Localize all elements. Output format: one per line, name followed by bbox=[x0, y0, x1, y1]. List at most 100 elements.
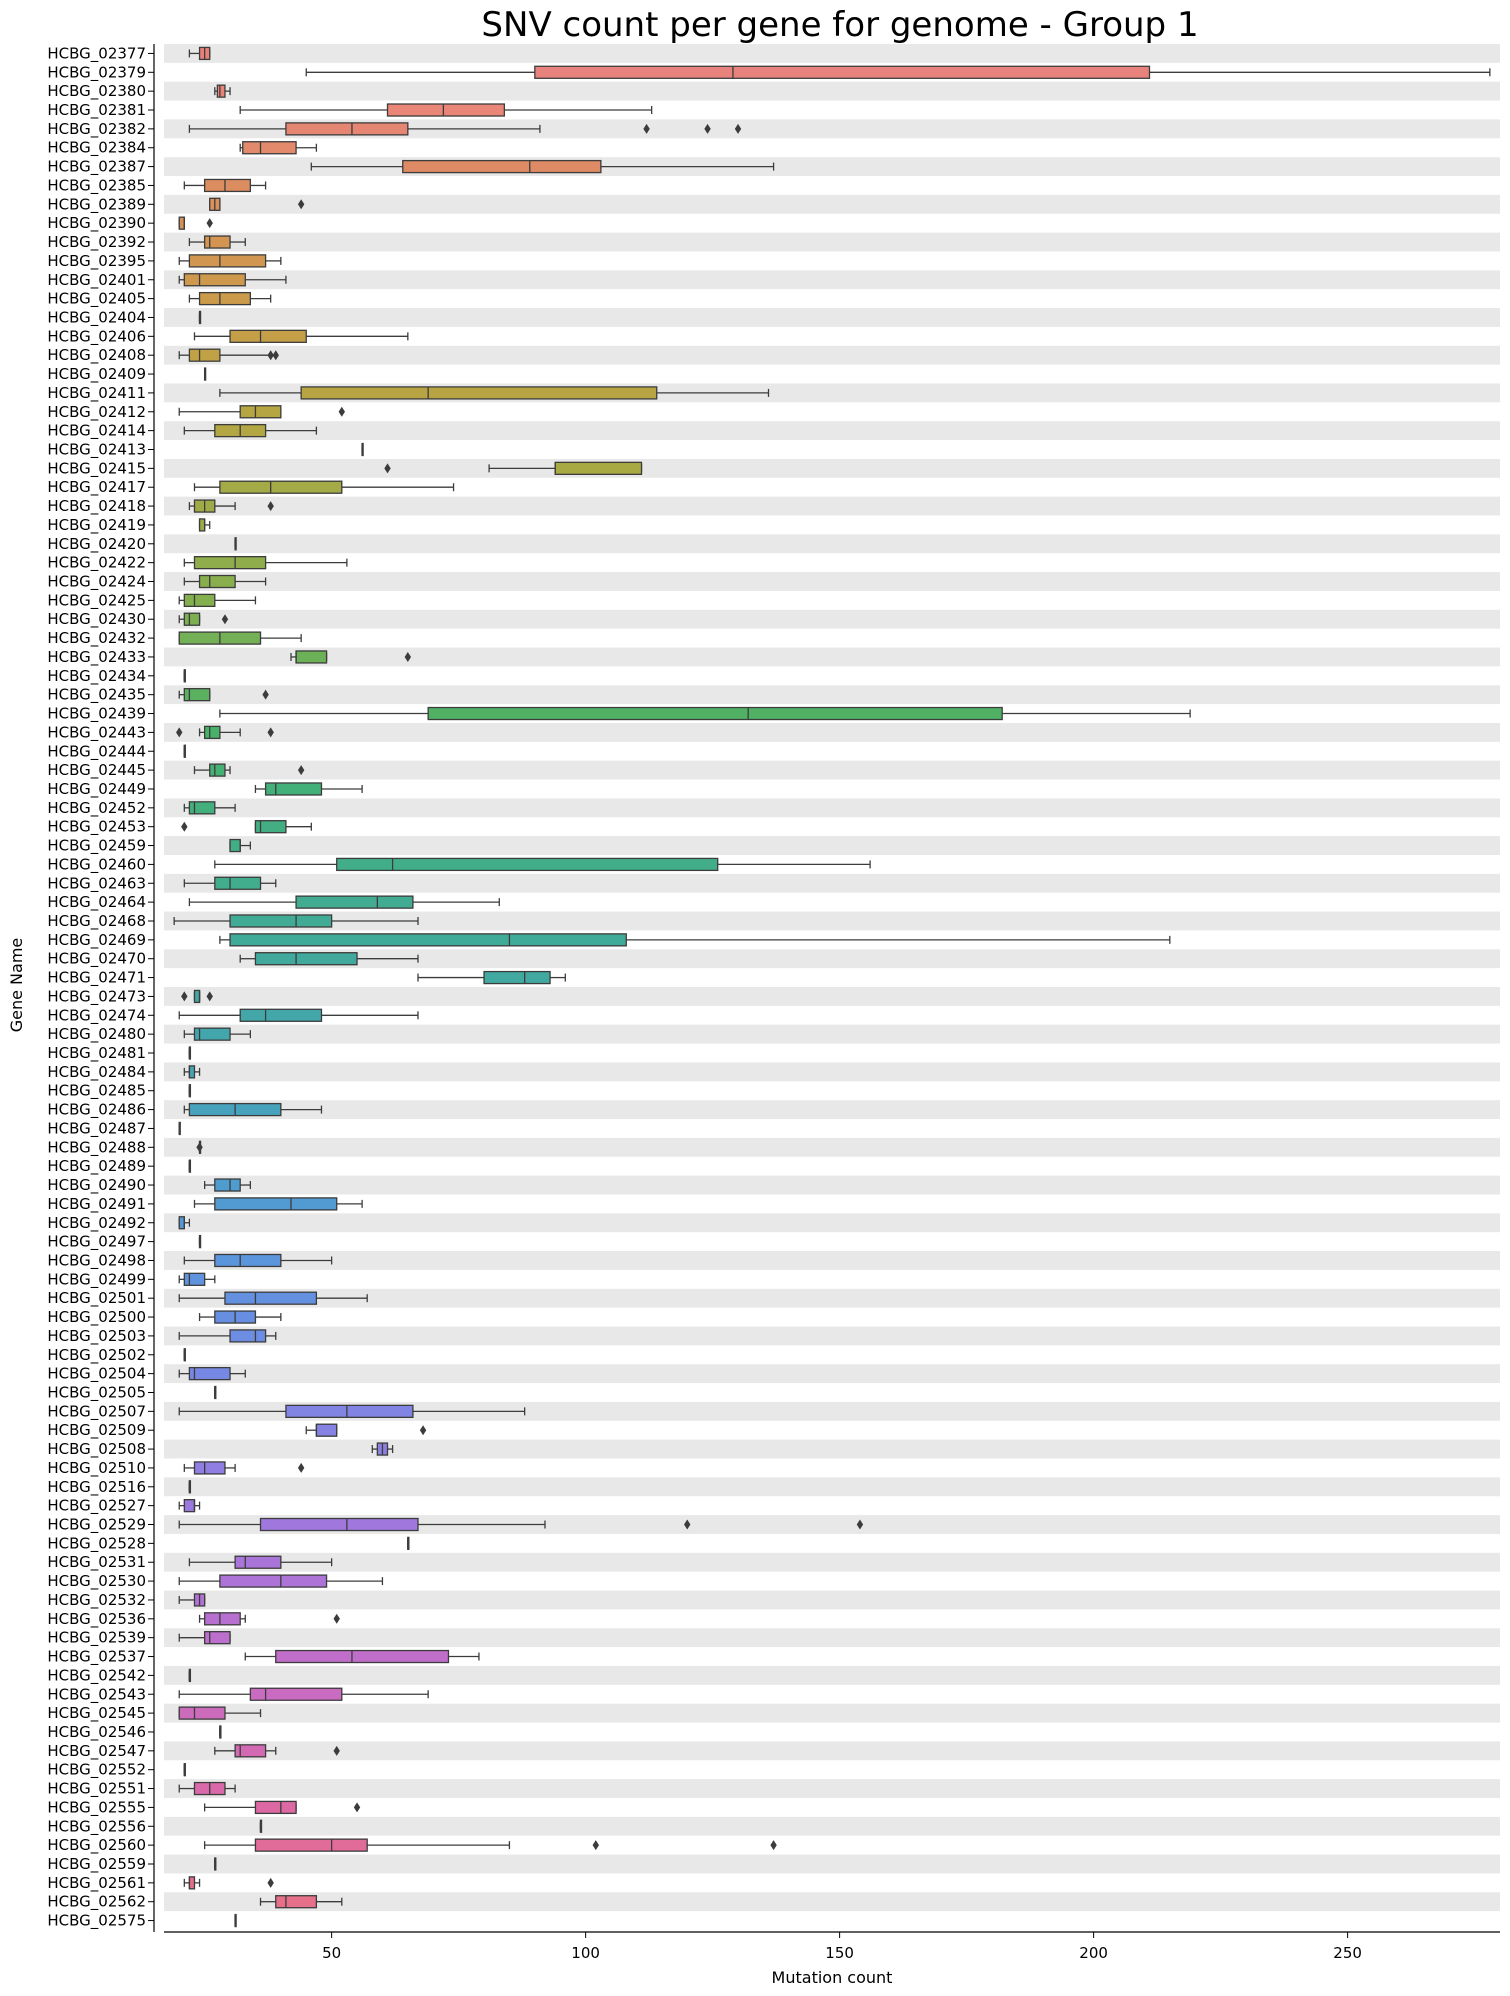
box-HCBG_02542 bbox=[188, 1668, 192, 1683]
gene-label: HCBG_02470 bbox=[47, 950, 146, 969]
row-band bbox=[164, 345, 1500, 365]
box-HCBG_02499 bbox=[178, 1272, 216, 1286]
outlier-point bbox=[419, 1425, 427, 1436]
outlier-point bbox=[297, 1462, 305, 1473]
box-iqr bbox=[242, 141, 297, 155]
box-HCBG_02488 bbox=[196, 1140, 203, 1154]
row-band bbox=[164, 1401, 1500, 1421]
row-band bbox=[164, 44, 1500, 63]
gene-label: HCBG_02487 bbox=[47, 1119, 146, 1138]
box-HCBG_02546 bbox=[219, 1725, 222, 1739]
box-iqr bbox=[193, 1027, 231, 1041]
box-iqr bbox=[193, 989, 201, 1004]
box-HCBG_02507 bbox=[178, 1404, 526, 1418]
row-band bbox=[164, 1477, 1500, 1497]
gene-label: HCBG_02434 bbox=[47, 667, 146, 686]
outlier-point bbox=[338, 406, 345, 417]
gene-label: HCBG_02420 bbox=[47, 535, 146, 554]
box-HCBG_02528 bbox=[407, 1536, 410, 1551]
box-iqr bbox=[209, 763, 226, 777]
gene-label: HCBG_02460 bbox=[47, 855, 146, 874]
box-iqr bbox=[203, 1631, 231, 1645]
outlier-point bbox=[267, 727, 274, 738]
box-HCBG_02503 bbox=[178, 1329, 277, 1343]
row-band bbox=[164, 194, 1500, 214]
box-HCBG_02552 bbox=[183, 1763, 186, 1777]
gene-label: HCBG_02395 bbox=[47, 252, 146, 271]
box-HCBG_02412 bbox=[178, 405, 345, 419]
gene-label: HCBG_02468 bbox=[47, 912, 146, 931]
gene-label: HCBG_02379 bbox=[47, 63, 146, 82]
row-band bbox=[164, 873, 1500, 893]
gene-label: HCBG_02529 bbox=[47, 1516, 146, 1535]
box-HCBG_02551 bbox=[178, 1781, 236, 1796]
box-iqr bbox=[214, 1178, 241, 1192]
box-HCBG_02471 bbox=[417, 970, 566, 985]
box-iqr bbox=[188, 1876, 196, 1890]
box-iqr bbox=[198, 574, 236, 589]
box-iqr bbox=[229, 329, 307, 343]
box-HCBG_02501 bbox=[178, 1291, 368, 1305]
box-HCBG_02469 bbox=[219, 933, 1171, 947]
gene-label: HCBG_02453 bbox=[47, 818, 146, 837]
box-HCBG_02418 bbox=[188, 499, 274, 513]
box-iqr bbox=[483, 970, 551, 985]
row-band bbox=[164, 421, 1500, 441]
gene-label: HCBG_02418 bbox=[47, 497, 146, 516]
gene-label: HCBG_02562 bbox=[47, 1893, 146, 1912]
box-HCBG_02384 bbox=[239, 141, 318, 155]
box-iqr bbox=[219, 1574, 328, 1588]
gene-label: HCBG_02425 bbox=[47, 591, 146, 610]
outlier-point bbox=[333, 1745, 340, 1756]
box-HCBG_02430 bbox=[178, 612, 229, 626]
box-HCBG_02487 bbox=[178, 1121, 181, 1136]
box-HCBG_02545 bbox=[178, 1706, 262, 1720]
gene-label: HCBG_02547 bbox=[47, 1742, 146, 1761]
gene-label: HCBG_02430 bbox=[47, 610, 146, 629]
gene-label: HCBG_02575 bbox=[47, 1912, 146, 1931]
row-band bbox=[164, 647, 1500, 667]
box-HCBG_02422 bbox=[183, 556, 348, 570]
row-band bbox=[164, 270, 1500, 290]
row-band bbox=[164, 1137, 1500, 1157]
box-HCBG_02445 bbox=[193, 763, 305, 777]
outlier-point bbox=[196, 1142, 203, 1153]
row-band bbox=[164, 987, 1500, 1006]
outlier-point bbox=[176, 727, 183, 738]
box-HCBG_02413 bbox=[361, 442, 364, 457]
box-iqr bbox=[386, 103, 505, 117]
gene-label: HCBG_02551 bbox=[47, 1780, 146, 1799]
gene-label: HCBG_02490 bbox=[47, 1176, 146, 1195]
box-HCBG_02444 bbox=[183, 744, 186, 758]
box-HCBG_02463 bbox=[183, 876, 277, 890]
box-HCBG_02497 bbox=[198, 1234, 202, 1249]
gene-label: HCBG_02406 bbox=[47, 327, 146, 346]
gene-label: HCBG_02433 bbox=[47, 648, 146, 667]
box-HCBG_02411 bbox=[219, 386, 770, 400]
box-HCBG_02527 bbox=[178, 1499, 201, 1513]
box-iqr bbox=[234, 1555, 282, 1569]
outlier-point bbox=[333, 1613, 340, 1624]
box-HCBG_02439 bbox=[219, 706, 1191, 721]
gene-label: HCBG_02531 bbox=[47, 1553, 146, 1572]
gene-label: HCBG_02415 bbox=[47, 459, 146, 478]
box-HCBG_02481 bbox=[188, 1046, 192, 1060]
x-tick-label: 150 bbox=[825, 1944, 854, 1962]
box-HCBG_02559 bbox=[214, 1857, 217, 1871]
gene-label: HCBG_02537 bbox=[47, 1648, 146, 1667]
row-band bbox=[164, 496, 1500, 516]
outlier-point bbox=[297, 199, 305, 210]
gene-label: HCBG_02509 bbox=[47, 1421, 146, 1440]
box-HCBG_02504 bbox=[178, 1366, 246, 1381]
gene-label: HCBG_02445 bbox=[47, 761, 146, 780]
box-HCBG_02415 bbox=[384, 461, 643, 476]
gene-label: HCBG_02505 bbox=[47, 1383, 146, 1402]
box-HCBG_02417 bbox=[193, 480, 455, 494]
row-band bbox=[164, 1439, 1500, 1459]
box-HCBG_02468 bbox=[173, 914, 419, 928]
box-HCBG_02490 bbox=[203, 1178, 252, 1192]
outlier-point bbox=[221, 614, 229, 625]
box-iqr bbox=[183, 612, 201, 626]
gene-label: HCBG_02387 bbox=[47, 158, 146, 177]
